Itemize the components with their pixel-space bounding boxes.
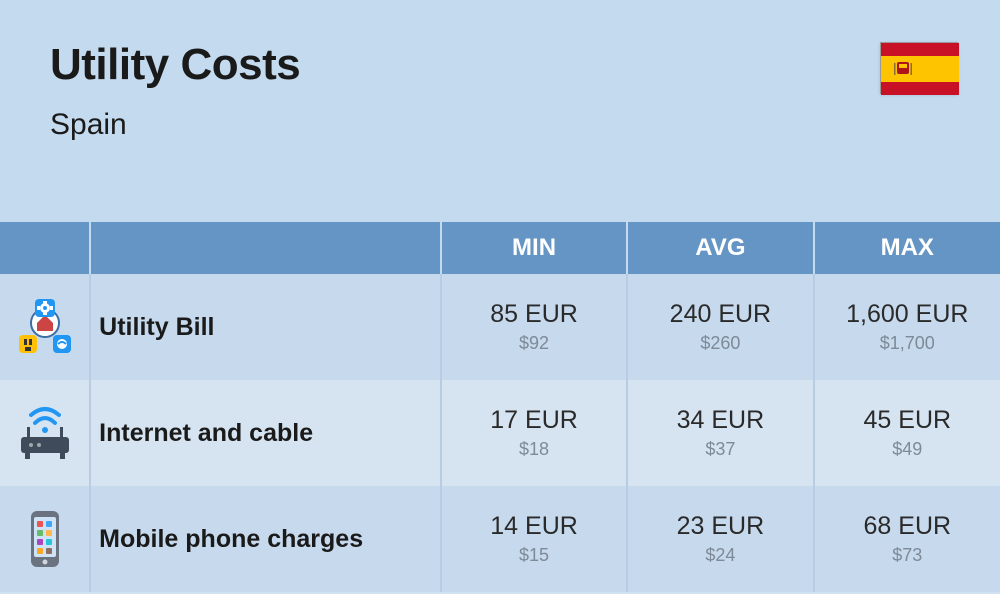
cell-max: 1,600 EUR $1,700 [814, 274, 1000, 380]
cell-max: 45 EUR $49 [814, 380, 1000, 486]
row-label: Internet and cable [90, 380, 441, 486]
table-header-row: MIN AVG MAX [0, 222, 1000, 274]
row-label: Mobile phone charges [90, 486, 441, 592]
router-icon [0, 398, 89, 468]
max-primary: 1,600 EUR [815, 300, 1000, 329]
max-secondary: $49 [815, 439, 1000, 460]
min-primary: 14 EUR [442, 512, 626, 541]
costs-table: MIN AVG MAX [0, 222, 1000, 592]
cell-avg: 34 EUR $37 [627, 380, 813, 486]
page-title: Utility Costs [50, 40, 950, 90]
cell-avg: 240 EUR $260 [627, 274, 813, 380]
min-primary: 85 EUR [442, 300, 626, 329]
header: Utility Costs Spain [0, 0, 1000, 222]
table-row: Internet and cable 17 EUR $18 34 EUR $37… [0, 380, 1000, 486]
header-min: MIN [441, 222, 627, 274]
row-label: Utility Bill [90, 274, 441, 380]
header-blank-icon [0, 222, 90, 274]
page-subtitle: Spain [50, 108, 950, 142]
table-row: Utility Bill 85 EUR $92 240 EUR $260 1,6… [0, 274, 1000, 380]
table-row: Mobile phone charges 14 EUR $15 23 EUR $… [0, 486, 1000, 592]
cell-max: 68 EUR $73 [814, 486, 1000, 592]
utility-icon [0, 292, 89, 362]
row-icon-cell [0, 380, 90, 486]
cell-min: 17 EUR $18 [441, 380, 627, 486]
avg-secondary: $37 [628, 439, 812, 460]
cell-min: 85 EUR $92 [441, 274, 627, 380]
header-avg: AVG [627, 222, 813, 274]
min-secondary: $92 [442, 333, 626, 354]
header-blank-label [90, 222, 441, 274]
cell-avg: 23 EUR $24 [627, 486, 813, 592]
avg-secondary: $24 [628, 545, 812, 566]
min-primary: 17 EUR [442, 406, 626, 435]
max-secondary: $73 [815, 545, 1000, 566]
avg-secondary: $260 [628, 333, 812, 354]
avg-primary: 240 EUR [628, 300, 812, 329]
avg-primary: 23 EUR [628, 512, 812, 541]
header-max: MAX [814, 222, 1000, 274]
max-primary: 45 EUR [815, 406, 1000, 435]
cell-min: 14 EUR $15 [441, 486, 627, 592]
min-secondary: $18 [442, 439, 626, 460]
row-icon-cell [0, 486, 90, 592]
max-primary: 68 EUR [815, 512, 1000, 541]
row-icon-cell [0, 274, 90, 380]
phone-icon [0, 504, 89, 574]
min-secondary: $15 [442, 545, 626, 566]
avg-primary: 34 EUR [628, 406, 812, 435]
spain-flag-icon [880, 42, 958, 94]
max-secondary: $1,700 [815, 333, 1000, 354]
